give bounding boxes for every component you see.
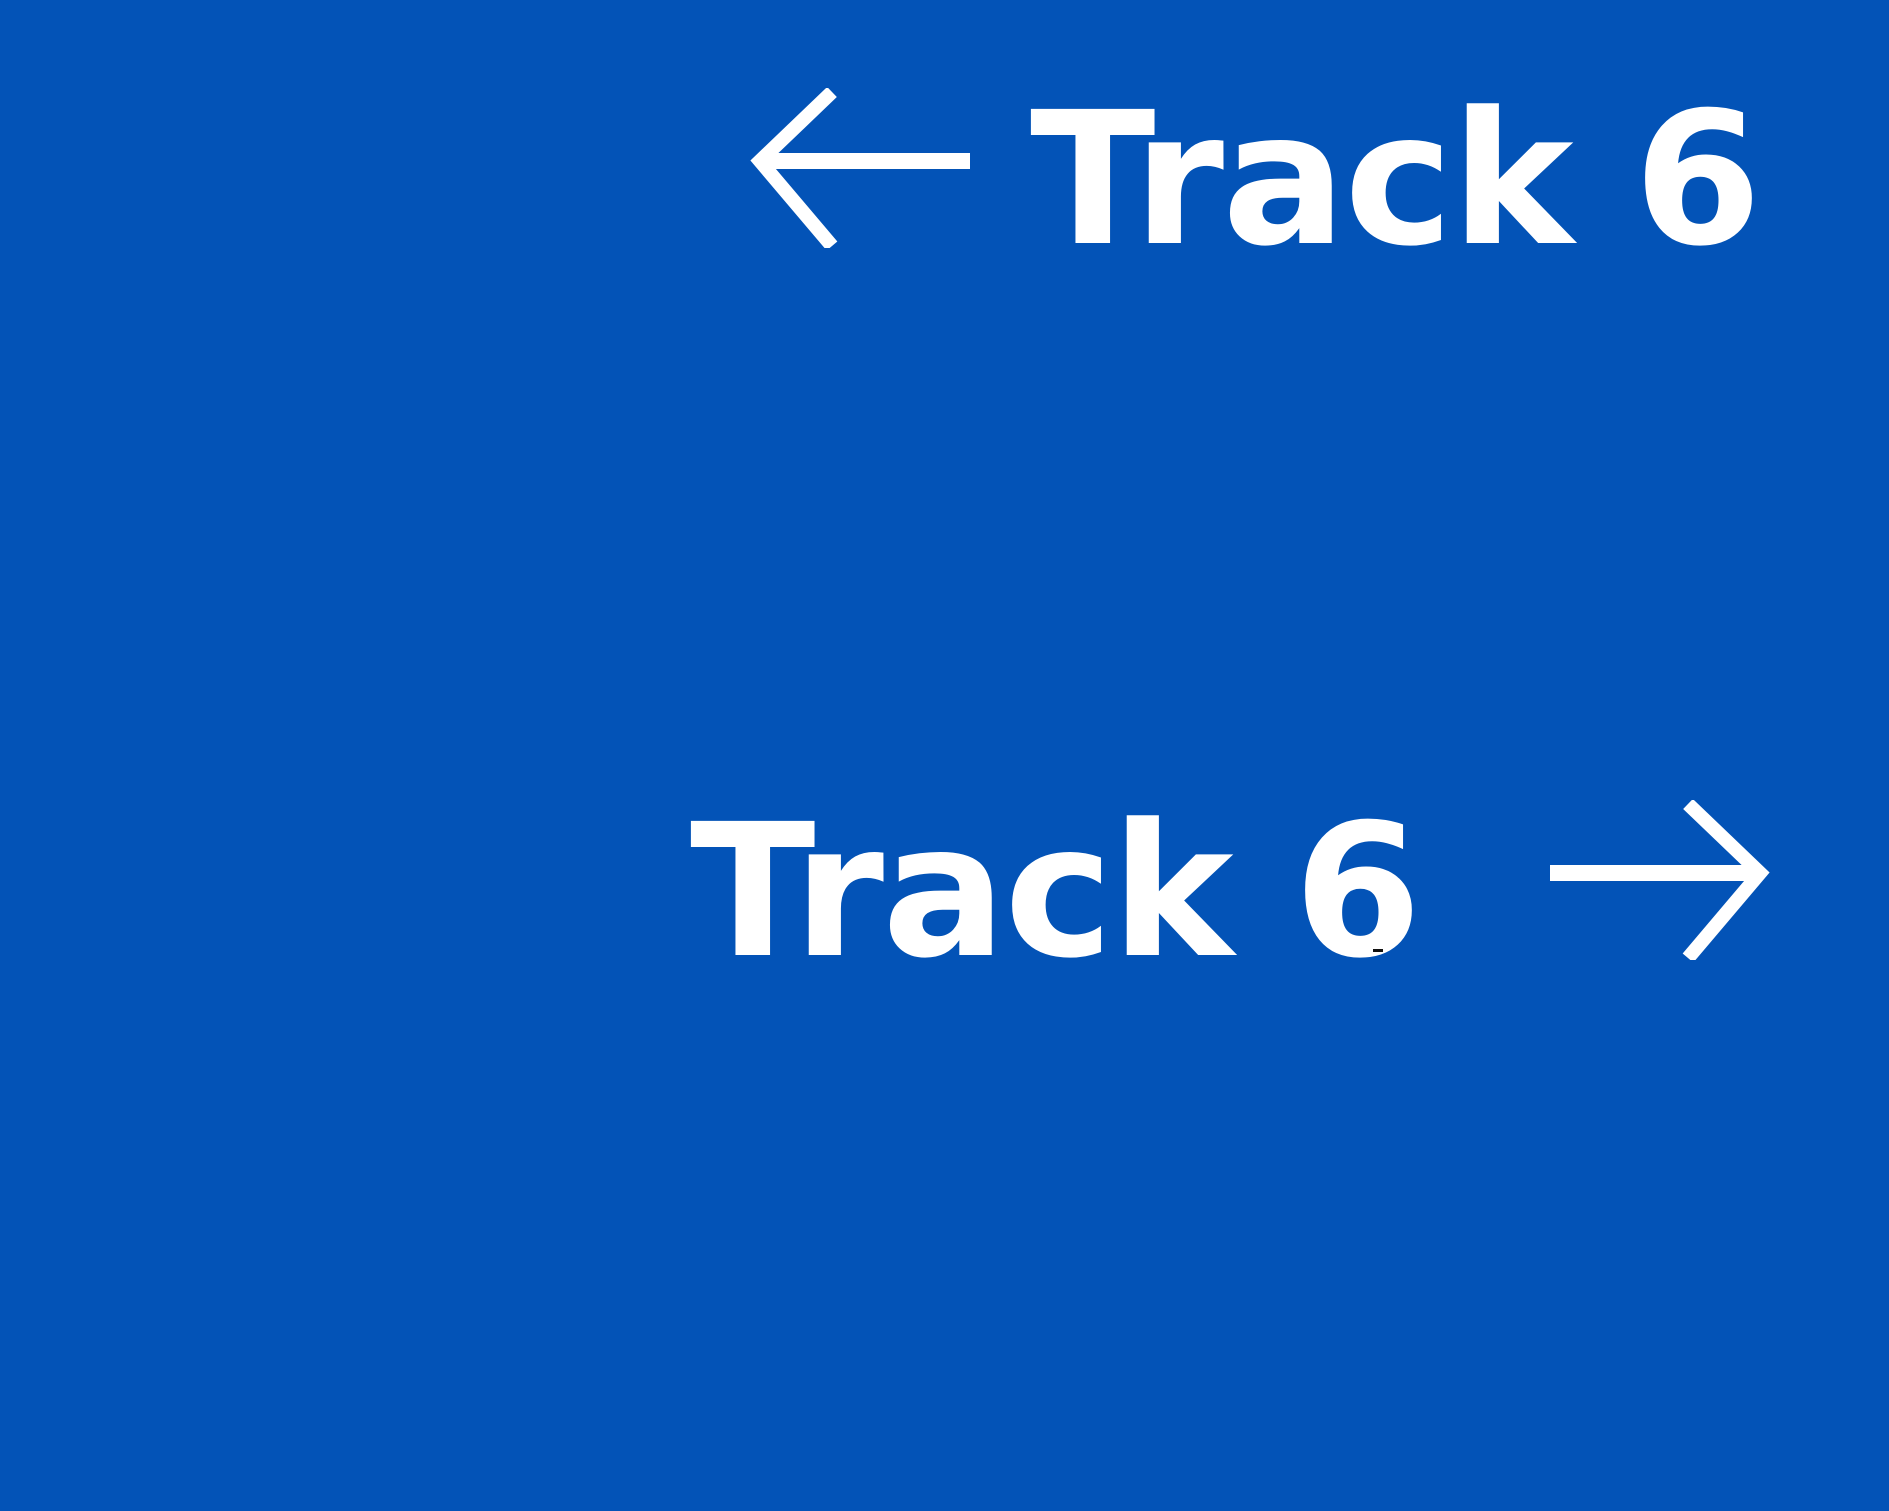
- arrow-right-icon: [1550, 800, 1770, 960]
- track-label-right: Track 6: [690, 785, 1422, 999]
- track-label-left: Track 6: [1030, 73, 1762, 287]
- tick-mark: [1373, 949, 1383, 952]
- arrow-left-icon: [750, 88, 970, 248]
